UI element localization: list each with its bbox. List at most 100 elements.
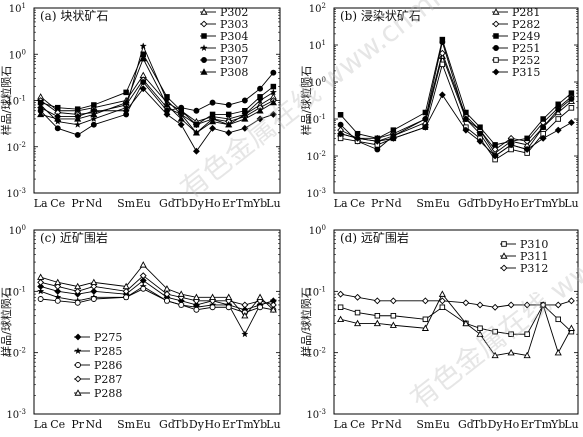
x-tick-label-pr: Pr [371, 418, 384, 431]
data-point-nd [389, 321, 397, 328]
x-tick-label-ho: Ho [503, 197, 520, 210]
y-tick-label: 10-1 [6, 95, 26, 108]
x-tick-label-ho: Ho [204, 418, 221, 431]
data-point-nd [90, 115, 98, 122]
data-point-ho [507, 141, 515, 149]
data-point-eu [438, 91, 446, 99]
legend-label-p310: P310 [520, 238, 548, 251]
series-p249 [337, 36, 575, 148]
data-point-gd [163, 110, 171, 118]
data-point-ho [209, 304, 216, 311]
x-tick-label-gd: Gd [458, 418, 474, 431]
legend-label-p286: P286 [94, 359, 122, 372]
data-point-pr [74, 299, 81, 306]
data-point-sm [122, 98, 130, 106]
legend-marker [200, 68, 208, 75]
data-point-tm [241, 115, 249, 122]
data-point-tm [539, 301, 547, 309]
legend-label-p251: P251 [512, 42, 540, 55]
panel-title: (a) 块状矿石 [40, 9, 108, 23]
data-point-ho [507, 348, 515, 356]
data-point-lu [568, 105, 575, 111]
data-point-eu [439, 61, 446, 68]
data-point-tb [177, 121, 185, 129]
data-point-nd [389, 134, 397, 142]
x-tick-label-tm: Tm [534, 197, 552, 210]
legend-label-p315: P315 [512, 66, 540, 79]
y-tick-label: 101 [309, 39, 326, 52]
data-point-pr [74, 113, 82, 120]
series-p288 [37, 261, 277, 319]
data-point-tb [177, 115, 185, 122]
x-tick-label-nd: Nd [86, 197, 103, 210]
data-point-yb [256, 96, 264, 104]
chart-panel-c: 10-3 10-2 10-1 100 La Ce Pr Nd Sm Eu Gd Tb Dy Ho Er Tm Y… [0, 224, 281, 431]
x-tick-label-lu: Lu [266, 418, 280, 431]
data-point-eu [139, 261, 147, 268]
data-point-ce [54, 125, 61, 132]
series-p311 [337, 290, 575, 359]
data-point-er [225, 129, 233, 137]
series-p285 [37, 282, 277, 338]
y-axis-label: 样品/球粒陨石 [0, 66, 13, 136]
data-point-dy [193, 107, 200, 114]
data-point-yb [555, 106, 562, 113]
data-point-pr [374, 146, 381, 153]
y-tick-label: 10-3 [6, 187, 26, 200]
data-point-yb [256, 115, 264, 123]
legend-marker [492, 20, 500, 28]
legend-marker [201, 57, 207, 63]
data-point-eu [139, 85, 147, 93]
x-tick-label-eu: Eu [136, 197, 151, 210]
data-point-sm [421, 123, 429, 131]
chart-panel-d: 10-3 10-2 10-1 100 La Ce Pr Nd Sm Eu Gd Tb Dy Ho Er Tm Y… [299, 224, 579, 431]
x-tick-label-eu: Eu [435, 418, 450, 431]
data-point-pr [373, 137, 381, 145]
x-tick-label-eu: Eu [136, 418, 151, 431]
legend-label-p288: P288 [94, 387, 122, 400]
data-point-la [337, 121, 344, 128]
data-point-pr [74, 106, 81, 112]
y-tick-label: 10-1 [306, 285, 326, 298]
data-point-la [37, 273, 45, 280]
x-tick-label-nd: Nd [86, 418, 103, 431]
data-point-ce [54, 113, 62, 120]
x-tick-label-ce: Ce [50, 197, 65, 210]
legend-marker [493, 57, 499, 63]
data-point-tb [477, 130, 483, 137]
data-point-la [337, 290, 345, 298]
data-point-er [523, 301, 531, 309]
data-point-tm [241, 301, 249, 309]
x-tick-label-eu: Eu [435, 197, 450, 210]
data-point-er [225, 111, 232, 118]
legend-marker [200, 20, 208, 28]
legend-label-p302: P302 [220, 6, 248, 19]
legend-label-p281: P281 [512, 6, 540, 19]
data-point-ce [354, 134, 361, 142]
data-point-sm [421, 297, 429, 305]
legend-label-p312: P312 [520, 262, 548, 275]
data-point-tb [178, 104, 185, 111]
data-point-tb [178, 301, 185, 308]
y-tick-label: 10-2 [6, 141, 26, 154]
data-point-sm [122, 287, 130, 295]
data-point-lu [269, 306, 277, 313]
x-tick-label-nd: Nd [385, 197, 402, 210]
data-point-pr [74, 287, 82, 295]
data-point-la [337, 304, 344, 311]
data-point-nd [90, 283, 98, 290]
data-point-dy [193, 121, 200, 128]
x-tick-label-yb: Yb [252, 418, 267, 431]
data-point-yb [554, 348, 562, 356]
legend-label-p304: P304 [220, 30, 248, 43]
data-point-eu [140, 79, 147, 86]
series-unlabeled-6 [37, 85, 277, 155]
data-point-pr [74, 131, 81, 138]
legend-label-p252: P252 [512, 54, 540, 67]
data-point-dy [492, 142, 498, 148]
data-point-tm [241, 97, 248, 104]
data-point-sm [422, 109, 429, 116]
y-axis-label: 样品/球粒陨石 [299, 287, 313, 357]
